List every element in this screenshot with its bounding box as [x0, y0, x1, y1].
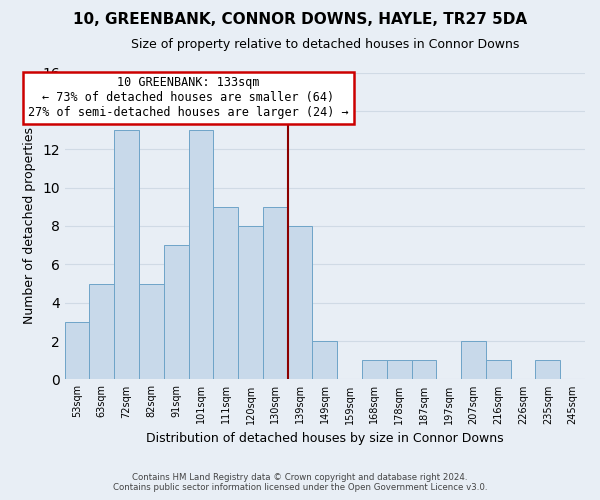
- Bar: [114, 130, 139, 380]
- Bar: [412, 360, 436, 380]
- Text: 10, GREENBANK, CONNOR DOWNS, HAYLE, TR27 5DA: 10, GREENBANK, CONNOR DOWNS, HAYLE, TR27…: [73, 12, 527, 28]
- Bar: [535, 360, 560, 380]
- X-axis label: Distribution of detached houses by size in Connor Downs: Distribution of detached houses by size …: [146, 432, 503, 445]
- Text: 10 GREENBANK: 133sqm
← 73% of detached houses are smaller (64)
27% of semi-detac: 10 GREENBANK: 133sqm ← 73% of detached h…: [28, 76, 349, 120]
- Bar: [65, 322, 89, 380]
- Bar: [213, 207, 238, 380]
- Bar: [461, 341, 486, 380]
- Bar: [313, 341, 337, 380]
- Y-axis label: Number of detached properties: Number of detached properties: [23, 128, 37, 324]
- Bar: [164, 245, 188, 380]
- Bar: [263, 207, 287, 380]
- Bar: [362, 360, 387, 380]
- Bar: [188, 130, 213, 380]
- Bar: [387, 360, 412, 380]
- Text: Contains HM Land Registry data © Crown copyright and database right 2024.
Contai: Contains HM Land Registry data © Crown c…: [113, 473, 487, 492]
- Bar: [89, 284, 114, 380]
- Title: Size of property relative to detached houses in Connor Downs: Size of property relative to detached ho…: [131, 38, 519, 51]
- Bar: [139, 284, 164, 380]
- Bar: [238, 226, 263, 380]
- Bar: [486, 360, 511, 380]
- Bar: [287, 226, 313, 380]
